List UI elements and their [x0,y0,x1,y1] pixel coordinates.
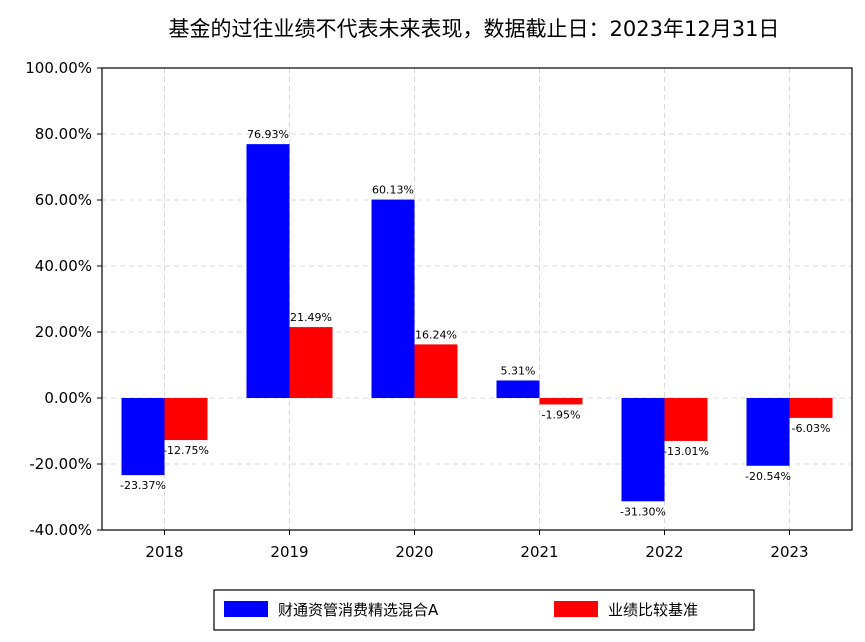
x-tick-label: 2022 [645,543,683,561]
data-label-fund: -31.30% [620,505,666,518]
bars [121,144,833,502]
legend-swatch-benchmark [554,601,598,617]
y-tick-label: -40.00% [29,521,92,539]
bar-fund [746,398,790,466]
bar-benchmark [164,398,208,441]
bar-fund [121,398,165,476]
data-label-benchmark: -12.75% [163,444,209,457]
grid-lines [102,67,852,531]
bar-fund [621,398,665,502]
axes: -40.00% -20.00% 0.00% 20.00% 40.00% 60.00% 80.… [25,59,808,561]
bar-benchmark [789,398,833,418]
x-tick-label: 2021 [520,543,558,561]
data-label-fund: -23.37% [120,479,166,492]
data-label-benchmark: -13.01% [663,445,709,458]
y-tick-label: 100.00% [25,59,92,77]
legend-box [213,589,755,631]
data-label-fund: -20.54% [745,470,791,483]
x-tick-label: 2019 [270,543,308,561]
data-label-benchmark: 16.24% [415,328,457,341]
bar-fund [246,144,290,398]
bar-benchmark [414,344,458,398]
data-label-benchmark: -6.03% [792,422,831,435]
x-tick-label: 2020 [395,543,433,561]
legend-swatch-fund [224,601,268,617]
bar-fund [371,199,415,398]
x-tick-label: 2018 [145,543,183,561]
y-tick-label: 0.00% [44,389,92,407]
legend-label-fund: 财通资管消费精选混合A [278,601,439,619]
y-tick-label: 80.00% [35,125,92,143]
plot-frame [101,67,853,531]
y-tick-label: 20.00% [35,323,92,341]
data-label-fund: 60.13% [372,184,414,197]
data-labels: -23.37% 76.93% 60.13% 5.31% -31.30% -20.54% -1… [120,128,830,518]
y-tick-label: 40.00% [35,257,92,275]
y-tick-label: 60.00% [35,191,92,209]
x-tick-label: 2023 [770,543,808,561]
data-label-benchmark: -1.95% [542,408,581,421]
legend: 财通资管消费精选混合A 业绩比较基准 [213,589,755,631]
data-label-benchmark: 21.49% [290,311,332,324]
legend-label-benchmark: 业绩比较基准 [608,601,698,619]
bar-benchmark [664,398,708,441]
data-label-fund: 76.93% [247,128,289,141]
y-tick-label: -20.00% [29,455,92,473]
data-label-fund: 5.31% [501,364,536,377]
bar-fund [496,380,540,398]
chart-title: 基金的过往业绩不代表未来表现，数据截止日：2023年12月31日 [169,17,780,41]
bar-benchmark [289,327,333,398]
bar-benchmark [539,398,583,405]
